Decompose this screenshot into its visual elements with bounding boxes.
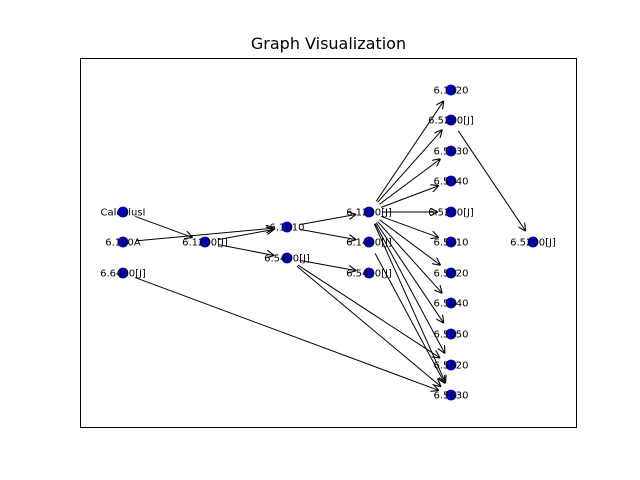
node-label-n6550: 6.5050 bbox=[434, 330, 469, 341]
edge-n6120-n6540 bbox=[217, 243, 274, 255]
node-label-n6510: 6.5010 bbox=[434, 238, 469, 249]
node-n6541 bbox=[363, 267, 375, 279]
node-calculus bbox=[117, 206, 129, 218]
plot-frame bbox=[80, 58, 577, 428]
node-label-n61020: 6.1020 bbox=[434, 86, 469, 97]
edge-n6122-n6520a bbox=[377, 130, 443, 203]
edge-n6540-n6562 bbox=[297, 264, 440, 358]
node-label-n6540: 6.5400[J] bbox=[264, 254, 310, 265]
node-label-n6544: 6.5040 bbox=[434, 177, 469, 188]
edge-calculus-n6120 bbox=[135, 215, 193, 237]
node-n6520a bbox=[445, 114, 457, 126]
node-n6521 bbox=[445, 206, 457, 218]
node-label-n6530: 6.5030 bbox=[434, 147, 469, 158]
edges bbox=[135, 101, 526, 391]
edge-n6101-n6122 bbox=[299, 214, 356, 226]
edge-n6140-n6563 bbox=[374, 253, 445, 383]
node-n6101 bbox=[281, 221, 293, 233]
node-n61020 bbox=[445, 84, 457, 96]
node-label-n6110a: 6.100A bbox=[105, 238, 141, 249]
edge-n6120-n6101 bbox=[217, 229, 274, 241]
edge-n6122-n6530 bbox=[379, 159, 440, 205]
node-label-n6101: 6.1010 bbox=[270, 223, 305, 234]
node-label-n6640: 6.6400[J] bbox=[100, 269, 146, 280]
edge-n6640-n6563 bbox=[135, 277, 439, 391]
node-label-n6120: 6.1200[J] bbox=[182, 238, 228, 249]
node-labels: CalculusI 6.100A 6.6400[J] 6.1200[J] 6.1010 6… bbox=[100, 86, 556, 402]
edge-n6122-n6563 bbox=[373, 223, 445, 383]
edge-n6122-n61020 bbox=[375, 101, 443, 202]
node-label-calculus: CalculusI bbox=[101, 208, 146, 219]
node-label-n6522: 6.5020 bbox=[434, 269, 469, 280]
edge-n6540-n6541 bbox=[299, 259, 356, 270]
node-label-n6122: 6.1220[J] bbox=[346, 208, 392, 219]
nodes bbox=[117, 84, 539, 401]
node-n6120 bbox=[199, 236, 211, 248]
edge-n6122-n6550 bbox=[375, 222, 443, 323]
edge-n6540-n6563 bbox=[296, 265, 441, 386]
node-n6510 bbox=[445, 236, 457, 248]
node-label-n6140: 6.1400[J] bbox=[346, 238, 392, 249]
edge-n6101-n6140 bbox=[299, 228, 356, 239]
node-n6563 bbox=[445, 389, 457, 401]
node-n6110a bbox=[117, 236, 129, 248]
node-n6562 bbox=[445, 359, 457, 371]
node-n6524 bbox=[445, 297, 457, 309]
chart-title: Graph Visualization bbox=[251, 34, 406, 53]
edge-n6122-n6510 bbox=[381, 215, 439, 237]
node-label-n6520b: 6.5200[J] bbox=[510, 238, 556, 249]
node-n6520b bbox=[527, 236, 539, 248]
node-n6140 bbox=[363, 236, 375, 248]
node-label-n6541: 6.5410[J] bbox=[346, 269, 392, 280]
node-n6540 bbox=[281, 252, 293, 264]
node-label-n6524: 6.5040 bbox=[434, 299, 469, 310]
edge-n6122-n6522 bbox=[379, 219, 440, 265]
node-n6122 bbox=[363, 206, 375, 218]
node-n6544 bbox=[445, 175, 457, 187]
edge-n6122-n6524 bbox=[377, 221, 443, 294]
edge-n6122-n6562 bbox=[374, 223, 445, 353]
node-label-n6520a: 6.5200[J] bbox=[428, 116, 474, 127]
node-n6530 bbox=[445, 145, 457, 157]
node-label-n6562: 6.5620 bbox=[434, 361, 469, 372]
edge-n6520a-n6520b bbox=[457, 130, 525, 231]
node-n6522 bbox=[445, 267, 457, 279]
node-n6640 bbox=[117, 267, 129, 279]
edge-n6110a-n6101 bbox=[135, 228, 274, 242]
node-label-n6563: 6.5630 bbox=[434, 391, 469, 402]
edge-n6122-n6544 bbox=[380, 186, 439, 208]
node-label-n6521: 6.5210[J] bbox=[428, 208, 474, 219]
node-n6550 bbox=[445, 328, 457, 340]
